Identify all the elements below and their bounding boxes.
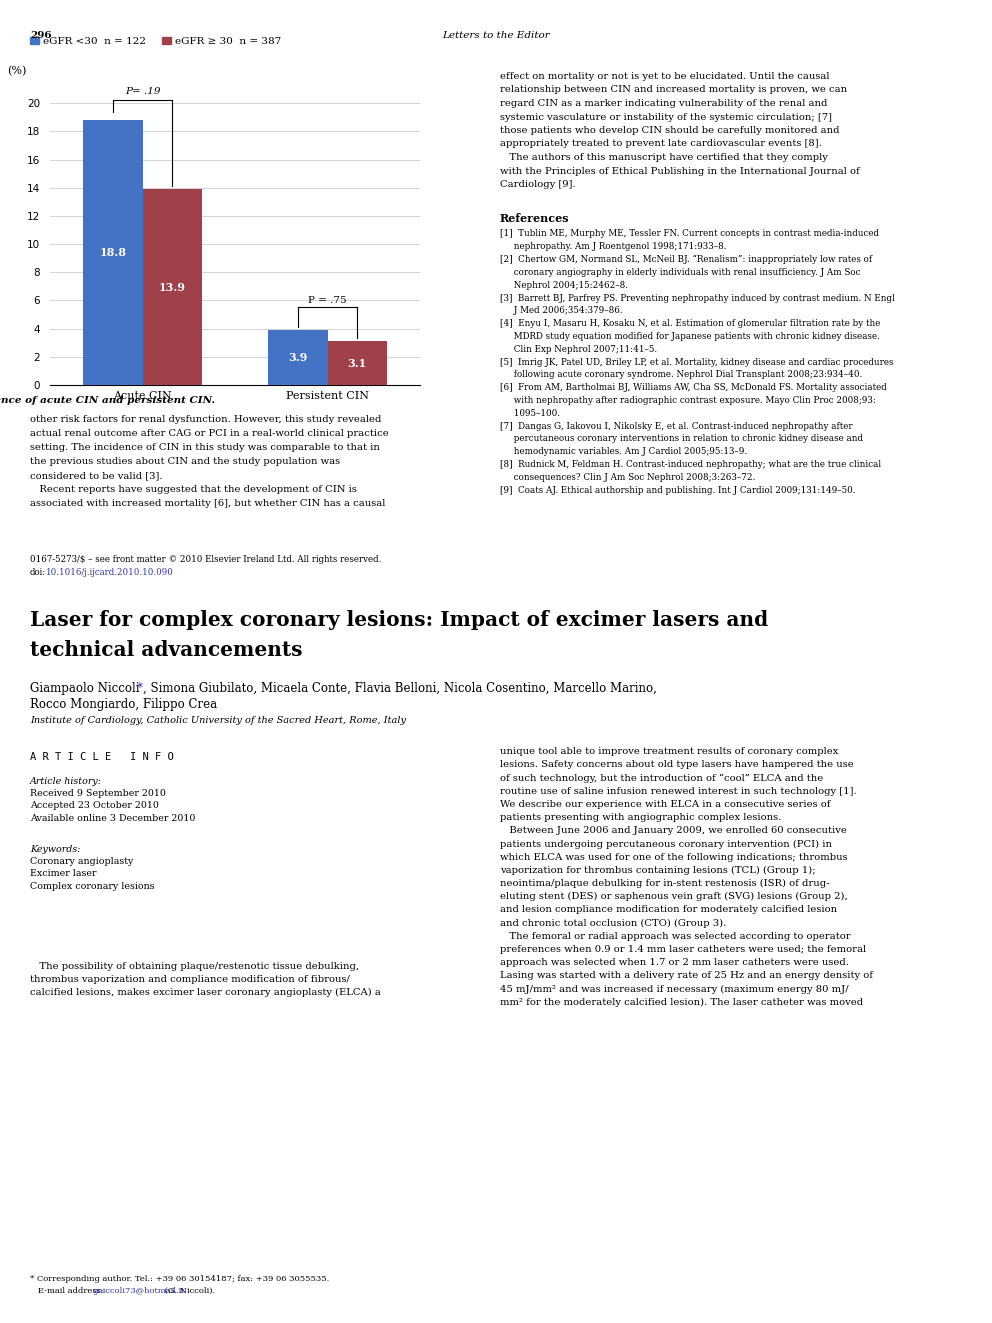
Text: patients undergoing percutaneous coronary intervention (PCI) in: patients undergoing percutaneous coronar… bbox=[500, 839, 832, 848]
Text: and lesion compliance modification for moderately calcified lesion: and lesion compliance modification for m… bbox=[500, 905, 837, 914]
Text: References: References bbox=[500, 213, 569, 225]
Bar bbox=[327, 341, 387, 385]
Text: [1]  Tublin ME, Murphy ME, Tessler FN. Current concepts in contrast media-induce: [1] Tublin ME, Murphy ME, Tessler FN. Cu… bbox=[500, 229, 879, 238]
Text: systemic vasculature or instability of the systemic circulation; [7]: systemic vasculature or instability of t… bbox=[500, 112, 832, 122]
Text: nephropathy. Am J Roentgenol 1998;171:933–8.: nephropathy. Am J Roentgenol 1998;171:93… bbox=[500, 242, 726, 251]
Text: Coronary angioplasty: Coronary angioplasty bbox=[30, 856, 133, 865]
Text: Recent reports have suggested that the development of CIN is: Recent reports have suggested that the d… bbox=[30, 486, 357, 493]
Text: preferences when 0.9 or 1.4 mm laser catheters were used; the femoral: preferences when 0.9 or 1.4 mm laser cat… bbox=[500, 945, 866, 954]
Text: [9]  Coats AJ. Ethical authorship and publishing. Int J Cardiol 2009;131:149–50.: [9] Coats AJ. Ethical authorship and pub… bbox=[500, 486, 855, 495]
Y-axis label: (%): (%) bbox=[7, 66, 27, 75]
Text: Article history:: Article history: bbox=[30, 777, 102, 786]
Bar bbox=[83, 120, 143, 385]
Text: Cardiology [9].: Cardiology [9]. bbox=[500, 180, 575, 189]
Text: neointima/plaque debulking for in-stent restenosis (ISR) of drug-: neointima/plaque debulking for in-stent … bbox=[500, 878, 829, 888]
Text: Institute of Cardiology, Catholic University of the Sacred Heart, Rome, Italy: Institute of Cardiology, Catholic Univer… bbox=[30, 716, 406, 725]
Text: considered to be valid [3].: considered to be valid [3]. bbox=[30, 471, 163, 480]
Text: 0167-5273/$ – see front matter © 2010 Elsevier Ireland Ltd. All rights reserved.: 0167-5273/$ – see front matter © 2010 El… bbox=[30, 556, 381, 564]
Text: 1095–100.: 1095–100. bbox=[500, 409, 560, 418]
Text: mm² for the moderately calcified lesion). The laser catheter was moved: mm² for the moderately calcified lesion)… bbox=[500, 998, 863, 1007]
Bar bbox=[268, 329, 327, 385]
Text: J Med 2006;354:379–86.: J Med 2006;354:379–86. bbox=[500, 307, 623, 315]
Text: Clin Exp Nephrol 2007;11:41–5.: Clin Exp Nephrol 2007;11:41–5. bbox=[500, 345, 657, 353]
Text: eluting stent (DES) or saphenous vein graft (SVG) lesions (Group 2),: eluting stent (DES) or saphenous vein gr… bbox=[500, 892, 848, 901]
Text: which ELCA was used for one of the following indications; thrombus: which ELCA was used for one of the follo… bbox=[500, 852, 847, 861]
Text: Keywords:: Keywords: bbox=[30, 844, 80, 853]
Text: Lasing was started with a delivery rate of 25 Hz and an energy density of: Lasing was started with a delivery rate … bbox=[500, 971, 873, 980]
Text: unique tool able to improve treatment results of coronary complex: unique tool able to improve treatment re… bbox=[500, 747, 838, 755]
Text: [3]  Barrett BJ, Parfrey PS. Preventing nephropathy induced by contrast medium. : [3] Barrett BJ, Parfrey PS. Preventing n… bbox=[500, 294, 895, 303]
Text: (G. Niccoli).: (G. Niccoli). bbox=[162, 1287, 215, 1295]
Bar bbox=[143, 189, 201, 385]
Text: 10.1016/j.ijcard.2010.10.090: 10.1016/j.ijcard.2010.10.090 bbox=[46, 568, 174, 577]
Text: Fig. 1. Incidence of acute CIN and persistent CIN.: Fig. 1. Incidence of acute CIN and persi… bbox=[0, 396, 215, 405]
Text: other risk factors for renal dysfunction. However, this study revealed: other risk factors for renal dysfunction… bbox=[30, 415, 381, 423]
Text: P= .19: P= .19 bbox=[125, 87, 161, 97]
Text: 296: 296 bbox=[30, 30, 52, 40]
Text: Excimer laser: Excimer laser bbox=[30, 869, 96, 878]
Text: Laser for complex coronary lesions: Impact of excimer lasers and: Laser for complex coronary lesions: Impa… bbox=[30, 610, 768, 630]
Text: [2]  Chertow GM, Normand SL, McNeil BJ. “Renalism”: inappropriately low rates of: [2] Chertow GM, Normand SL, McNeil BJ. “… bbox=[500, 255, 872, 265]
Text: patients presenting with angiographic complex lesions.: patients presenting with angiographic co… bbox=[500, 814, 782, 822]
Text: relationship between CIN and increased mortality is proven, we can: relationship between CIN and increased m… bbox=[500, 86, 847, 94]
Text: , Simona Giubilato, Micaela Conte, Flavia Belloni, Nicola Cosentino, Marcello Ma: , Simona Giubilato, Micaela Conte, Flavi… bbox=[143, 681, 657, 695]
Text: The possibility of obtaining plaque/restenotic tissue debulking,: The possibility of obtaining plaque/rest… bbox=[30, 962, 359, 971]
Text: associated with increased mortality [6], but whether CIN has a causal: associated with increased mortality [6],… bbox=[30, 499, 385, 508]
Text: E-mail address:: E-mail address: bbox=[30, 1287, 106, 1295]
Text: effect on mortality or not is yet to be elucidated. Until the causal: effect on mortality or not is yet to be … bbox=[500, 71, 829, 81]
Text: Giampaolo Niccoli: Giampaolo Niccoli bbox=[30, 681, 143, 695]
Text: [7]  Dangas G, Iakovou I, Nikolsky E, et al. Contrast-induced nephropathy after: [7] Dangas G, Iakovou I, Nikolsky E, et … bbox=[500, 422, 853, 430]
Text: actual renal outcome after CAG or PCI in a real-world clinical practice: actual renal outcome after CAG or PCI in… bbox=[30, 429, 389, 438]
Text: routine use of saline infusion renewed interest in such technology [1].: routine use of saline infusion renewed i… bbox=[500, 787, 857, 795]
Text: Nephrol 2004;15:2462–8.: Nephrol 2004;15:2462–8. bbox=[500, 280, 628, 290]
Text: [4]  Enyu I, Masaru H, Kosaku N, et al. Estimation of glomerular filtration rate: [4] Enyu I, Masaru H, Kosaku N, et al. E… bbox=[500, 319, 880, 328]
Text: Complex coronary lesions: Complex coronary lesions bbox=[30, 881, 155, 890]
Text: The femoral or radial approach was selected according to operator: The femoral or radial approach was selec… bbox=[500, 931, 850, 941]
Text: following acute coronary syndrome. Nephrol Dial Transplant 2008;23:934–40.: following acute coronary syndrome. Nephr… bbox=[500, 370, 862, 380]
Text: regard CIN as a marker indicating vulnerability of the renal and: regard CIN as a marker indicating vulner… bbox=[500, 99, 827, 108]
Text: thrombus vaporization and compliance modification of fibrous/: thrombus vaporization and compliance mod… bbox=[30, 975, 350, 984]
Text: coronary angiography in elderly individuals with renal insufficiency. J Am Soc: coronary angiography in elderly individu… bbox=[500, 267, 860, 277]
Text: [6]  From AM, Bartholmai BJ, Williams AW, Cha SS, McDonald FS. Mortality associa: [6] From AM, Bartholmai BJ, Williams AW,… bbox=[500, 384, 887, 392]
Text: consequences? Clin J Am Soc Nephrol 2008;3:263–72.: consequences? Clin J Am Soc Nephrol 2008… bbox=[500, 472, 755, 482]
Text: Received 9 September 2010: Received 9 September 2010 bbox=[30, 789, 166, 798]
Text: MDRD study equation modified for Japanese patients with chronic kidney disease.: MDRD study equation modified for Japanes… bbox=[500, 332, 880, 341]
Text: approach was selected when 1.7 or 2 mm laser catheters were used.: approach was selected when 1.7 or 2 mm l… bbox=[500, 958, 849, 967]
Text: The authors of this manuscript have certified that they comply: The authors of this manuscript have cert… bbox=[500, 153, 828, 161]
Text: the previous studies about CIN and the study population was: the previous studies about CIN and the s… bbox=[30, 456, 340, 466]
Text: 13.9: 13.9 bbox=[159, 282, 186, 292]
Text: lesions. Safety concerns about old type lasers have hampered the use: lesions. Safety concerns about old type … bbox=[500, 761, 854, 769]
Text: appropriately treated to prevent late cardiovascular events [8].: appropriately treated to prevent late ca… bbox=[500, 139, 821, 148]
Text: and chronic total occlusion (CTO) (Group 3).: and chronic total occlusion (CTO) (Group… bbox=[500, 918, 726, 927]
Legend: eGFR <30  n = 122, eGFR ≥ 30  n = 387: eGFR <30 n = 122, eGFR ≥ 30 n = 387 bbox=[26, 33, 286, 50]
Text: *: * bbox=[137, 681, 143, 695]
Text: We describe our experience with ELCA in a consecutive series of: We describe our experience with ELCA in … bbox=[500, 800, 830, 808]
Text: A R T I C L E   I N F O: A R T I C L E I N F O bbox=[30, 751, 174, 762]
Text: doi:: doi: bbox=[30, 568, 46, 577]
Text: calcified lesions, makes excimer laser coronary angioplasty (ELCA) a: calcified lesions, makes excimer laser c… bbox=[30, 988, 381, 998]
Text: of such technology, but the introduction of “cool” ELCA and the: of such technology, but the introduction… bbox=[500, 774, 823, 783]
Text: gniccoli73@hotmail.it: gniccoli73@hotmail.it bbox=[92, 1287, 186, 1295]
Text: percutaneous coronary interventions in relation to chronic kidney disease and: percutaneous coronary interventions in r… bbox=[500, 434, 863, 443]
Text: Letters to the Editor: Letters to the Editor bbox=[442, 30, 550, 40]
Text: 18.8: 18.8 bbox=[99, 247, 126, 258]
Text: [5]  Imrig JK, Patel UD, Briley LP, et al. Mortality, kidney disease and cardiac: [5] Imrig JK, Patel UD, Briley LP, et al… bbox=[500, 357, 894, 366]
Text: with the Principles of Ethical Publishing in the International Journal of: with the Principles of Ethical Publishin… bbox=[500, 167, 860, 176]
Text: technical advancements: technical advancements bbox=[30, 640, 303, 660]
Text: 3.1: 3.1 bbox=[347, 357, 367, 369]
Text: Between June 2006 and January 2009, we enrolled 60 consecutive: Between June 2006 and January 2009, we e… bbox=[500, 826, 847, 835]
Text: P = .75: P = .75 bbox=[309, 295, 347, 304]
Text: those patients who develop CIN should be carefully monitored and: those patients who develop CIN should be… bbox=[500, 126, 839, 135]
Text: * Corresponding author. Tel.: +39 06 30154187; fax: +39 06 3055535.: * Corresponding author. Tel.: +39 06 301… bbox=[30, 1275, 329, 1283]
Text: 45 mJ/mm² and was increased if necessary (maximum energy 80 mJ/: 45 mJ/mm² and was increased if necessary… bbox=[500, 984, 848, 994]
Text: hemodynamic variables. Am J Cardiol 2005;95:13–9.: hemodynamic variables. Am J Cardiol 2005… bbox=[500, 447, 747, 456]
Text: vaporization for thrombus containing lesions (TCL) (Group 1);: vaporization for thrombus containing les… bbox=[500, 865, 815, 875]
Text: [8]  Rudnick M, Feldman H. Contrast-induced nephropathy; what are the true clini: [8] Rudnick M, Feldman H. Contrast-induc… bbox=[500, 460, 881, 468]
Text: Rocco Mongiardo, Filippo Crea: Rocco Mongiardo, Filippo Crea bbox=[30, 699, 217, 710]
Text: Available online 3 December 2010: Available online 3 December 2010 bbox=[30, 814, 195, 823]
Text: 3.9: 3.9 bbox=[289, 352, 308, 363]
Text: with nephropathy after radiographic contrast exposure. Mayo Clin Proc 2008;93:: with nephropathy after radiographic cont… bbox=[500, 396, 876, 405]
Text: Accepted 23 October 2010: Accepted 23 October 2010 bbox=[30, 802, 159, 811]
Text: setting. The incidence of CIN in this study was comparable to that in: setting. The incidence of CIN in this st… bbox=[30, 443, 380, 452]
